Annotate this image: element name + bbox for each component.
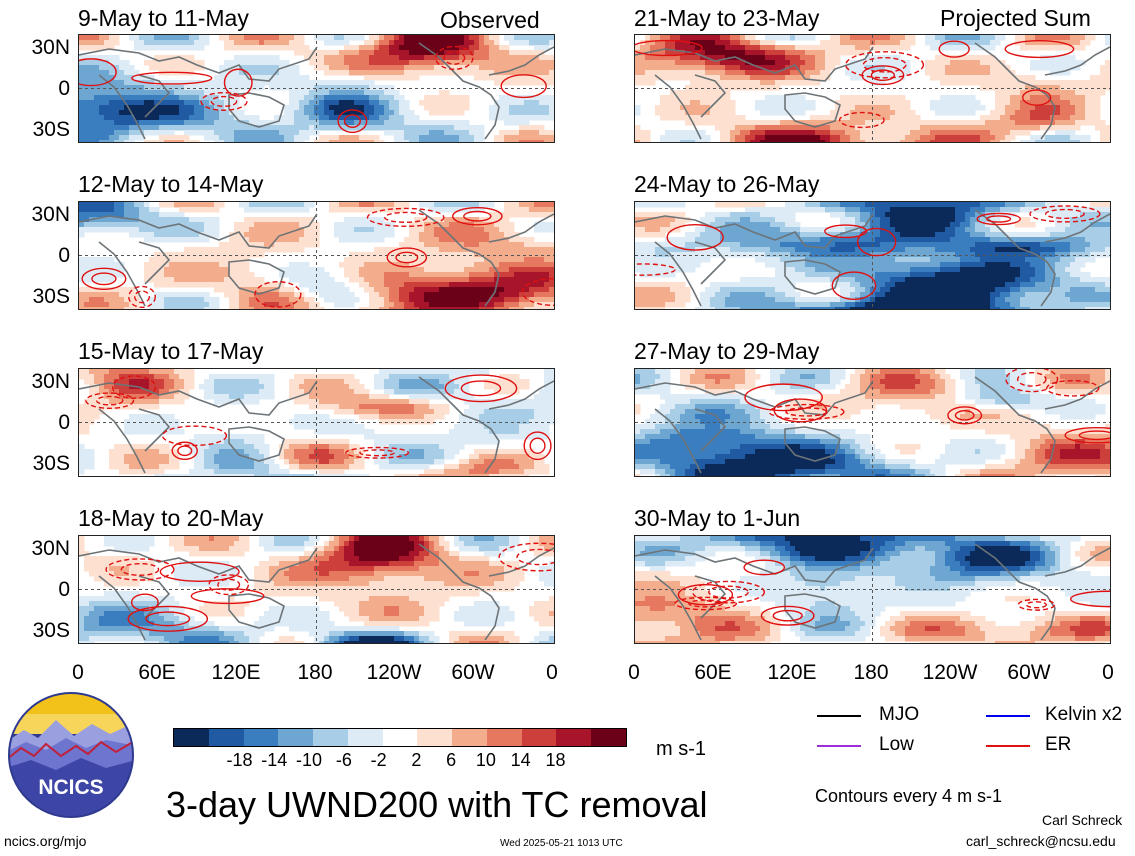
colorbar-swatch bbox=[278, 729, 314, 746]
lat-label-30s-2: 30S bbox=[32, 285, 70, 308]
lon-label-r4: 120W bbox=[922, 661, 978, 684]
lat-label-30n-4: 30N bbox=[31, 537, 70, 560]
map-panel-4 bbox=[78, 535, 555, 644]
panel-title-4: 18-May to 20-May bbox=[78, 505, 264, 531]
lat-label-30n-2: 30N bbox=[31, 203, 70, 226]
lon-label-l2: 120E bbox=[211, 661, 261, 684]
colorbar-swatch bbox=[313, 729, 348, 746]
map-panel-6 bbox=[634, 201, 1111, 310]
legend-label-er: ER bbox=[1045, 734, 1072, 755]
panel-title-6: 24-May to 26-May bbox=[634, 171, 820, 197]
lon-label-r1: 60E bbox=[694, 661, 732, 684]
footer-timestamp: Wed 2025-05-21 1013 UTC bbox=[500, 838, 623, 849]
lon-label-r3: 180 bbox=[853, 661, 889, 684]
colorbar-tick-label: 18 bbox=[545, 750, 566, 770]
colorbar-tick-label: 10 bbox=[475, 750, 496, 770]
ncics-logo: NCICS bbox=[6, 690, 136, 820]
lon-label-l6: 0 bbox=[546, 661, 558, 684]
legend-label-low: Low bbox=[879, 734, 914, 755]
figure-title: 3-day UWND200 with TC removal bbox=[166, 784, 708, 825]
legend-label-kelvin: Kelvin x2 bbox=[1045, 704, 1123, 725]
colorbar-swatch bbox=[347, 729, 383, 746]
lon-label-l5: 60W bbox=[451, 661, 495, 684]
lat-label-30s-4: 30S bbox=[32, 619, 70, 642]
colorbar-swatch bbox=[486, 729, 522, 746]
colorbar-swatch bbox=[521, 729, 557, 746]
map-panel-8 bbox=[634, 535, 1111, 644]
panel-title-2: 12-May to 14-May bbox=[78, 171, 264, 197]
map-panel-3 bbox=[78, 368, 555, 477]
colorbar-tick-label: 6 bbox=[446, 750, 457, 770]
contour-note: Contours every 4 m s-1 bbox=[815, 786, 1003, 806]
lon-label-r0: 0 bbox=[628, 661, 640, 684]
colorbar-swatch bbox=[243, 729, 279, 746]
footer-author: Carl Schreck bbox=[1042, 812, 1123, 828]
colorbar-tick-label: 14 bbox=[510, 750, 531, 770]
logo-text: NCICS bbox=[38, 776, 103, 799]
lat-label-30n-1: 30N bbox=[31, 36, 70, 59]
legend-line-kelvin bbox=[986, 715, 1030, 717]
lat-label-eq-2: 0 bbox=[58, 244, 70, 267]
colorbar-swatch bbox=[417, 729, 453, 746]
panel-title-5: 21-May to 23-May bbox=[634, 5, 820, 31]
panel-title-3: 15-May to 17-May bbox=[78, 338, 264, 364]
lat-label-30s-3: 30S bbox=[32, 452, 70, 475]
lon-label-l0: 0 bbox=[72, 661, 84, 684]
lon-label-l1: 60E bbox=[138, 661, 176, 684]
lat-label-30n-3: 30N bbox=[31, 370, 70, 393]
lat-label-eq-4: 0 bbox=[58, 578, 70, 601]
legend-line-low bbox=[817, 745, 861, 747]
lon-label-r6: 0 bbox=[1102, 661, 1114, 684]
colorbar-tick-label: 2 bbox=[411, 750, 422, 770]
colorbar-swatch bbox=[174, 729, 209, 746]
colorbar-tick-label: -6 bbox=[335, 750, 352, 770]
panel-title-7: 27-May to 29-May bbox=[634, 338, 820, 364]
legend-label-mjo: MJO bbox=[879, 704, 920, 725]
map-panel-2 bbox=[78, 201, 555, 310]
colorbar-units: m s-1 bbox=[656, 738, 706, 760]
colorbar-swatch bbox=[452, 729, 487, 746]
observed-label: Observed bbox=[440, 7, 540, 33]
map-panel-1 bbox=[78, 34, 555, 143]
colorbar-tick-label: -14 bbox=[261, 750, 288, 770]
colorbar-swatch bbox=[208, 729, 244, 746]
colorbar-swatch bbox=[382, 729, 418, 746]
colorbar-tick-label: -18 bbox=[226, 750, 253, 770]
lon-label-r2: 120E bbox=[767, 661, 817, 684]
footer-email: carl_schreck@ncsu.edu bbox=[966, 833, 1116, 849]
lat-label-eq-3: 0 bbox=[58, 411, 70, 434]
map-panel-7 bbox=[634, 368, 1111, 477]
panel-title-8: 30-May to 1-Jun bbox=[634, 505, 801, 531]
colorbar-swatch bbox=[591, 729, 626, 746]
legend-line-er bbox=[986, 745, 1030, 747]
lat-label-eq-1: 0 bbox=[58, 77, 70, 100]
projected-sum-label: Projected Sum bbox=[940, 5, 1091, 31]
lon-label-l4: 120W bbox=[366, 661, 422, 684]
colorbar-swatch bbox=[556, 729, 592, 746]
lon-label-r5: 60W bbox=[1007, 661, 1051, 684]
lon-label-l3: 180 bbox=[297, 661, 333, 684]
map-panel-5 bbox=[634, 34, 1111, 143]
lat-label-30s-1: 30S bbox=[32, 118, 70, 141]
colorbar-tick-label: -10 bbox=[296, 750, 323, 770]
colorbar-tick-label: -2 bbox=[370, 750, 387, 770]
colorbar bbox=[173, 728, 627, 747]
panel-title-1: 9-May to 11-May bbox=[78, 5, 249, 31]
footer-url: ncics.org/mjo bbox=[4, 833, 87, 849]
legend-line-mjo bbox=[817, 715, 861, 717]
